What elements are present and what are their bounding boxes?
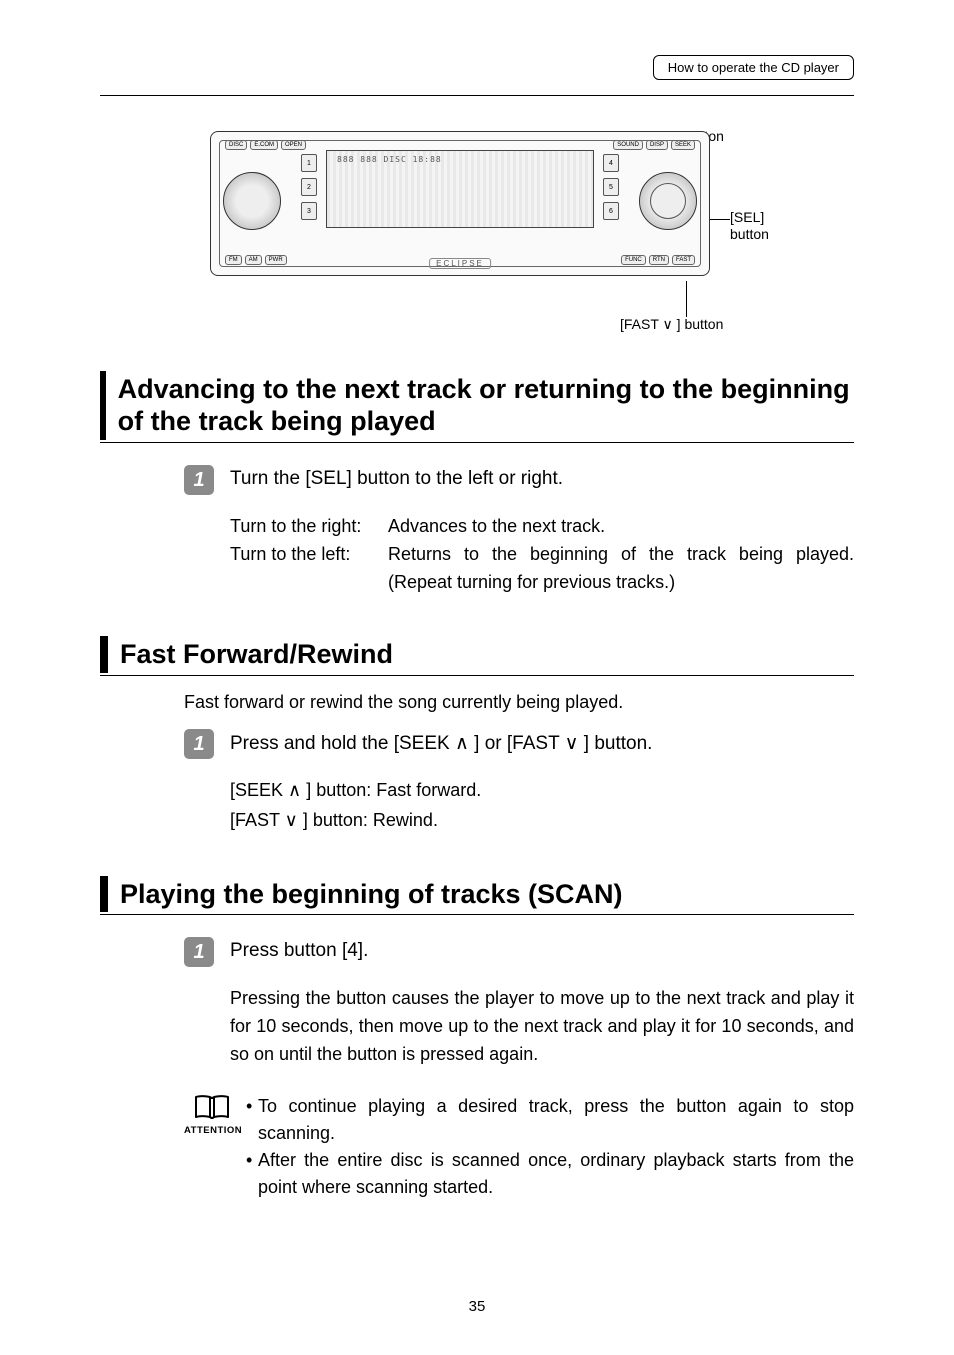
attention-block: ATTENTION • To continue playing a desire…: [184, 1093, 854, 1201]
pwr-button: PWR: [265, 255, 287, 265]
disc-button: DISC: [225, 140, 247, 150]
top-buttons-right: SOUND DISP SEEK: [613, 140, 695, 150]
scan-body-text: Pressing the button causes the player to…: [230, 985, 854, 1069]
turn-right-text: Advances to the next track.: [388, 513, 854, 541]
section-fast-forward: Fast Forward/Rewind Fast forward or rewi…: [100, 636, 854, 836]
book-icon: [192, 1093, 232, 1123]
device-faceplate: DISC E.COM OPEN SOUND DISP SEEK 1 2 3 88…: [210, 131, 710, 276]
rtn-button: RTN: [649, 255, 669, 265]
fast-description: [FAST ∨ ] button: Rewind.: [230, 805, 854, 836]
fast-button: FAST: [672, 255, 695, 265]
sound-button: SOUND: [613, 140, 643, 150]
page-number: 35: [0, 1298, 954, 1315]
section-title: Playing the beginning of tracks (SCAN): [120, 876, 623, 912]
bottom-buttons-left: FM AM PWR: [225, 255, 287, 265]
preset-4: 4: [603, 154, 619, 172]
preset-5: 5: [603, 178, 619, 196]
section-bar: [100, 876, 108, 912]
section-title: Fast Forward/Rewind: [120, 636, 393, 672]
attention-bullet-1: To continue playing a desired track, pre…: [258, 1093, 854, 1147]
step-number-badge: 1: [184, 729, 214, 759]
header-rule: [100, 95, 854, 96]
attention-label: ATTENTION: [184, 1125, 240, 1136]
section-title: Advancing to the next track or returning…: [118, 371, 854, 440]
turn-left-text: Returns to the beginning of the track be…: [388, 541, 854, 597]
section-intro: Fast forward or rewind the song currentl…: [184, 692, 854, 713]
seek-description: [SEEK ∧ ] button: Fast forward.: [230, 775, 854, 806]
bullet-dot: •: [246, 1093, 258, 1147]
turn-right-label: Turn to the right:: [230, 513, 380, 541]
sel-knob: [639, 172, 697, 230]
fm-button: FM: [225, 255, 242, 265]
ecom-button: E.COM: [250, 140, 278, 150]
diagram-label-fast: [FAST ∨ ] button: [620, 316, 723, 333]
lcd-display: 888 888 DISC 18:88: [326, 150, 594, 228]
open-button: OPEN: [281, 140, 306, 150]
header-breadcrumb: How to operate the CD player: [653, 55, 854, 80]
top-buttons-left: DISC E.COM OPEN: [225, 140, 306, 150]
preset-2: 2: [301, 178, 317, 196]
bullet-dot: •: [246, 1147, 258, 1201]
section-bar: [100, 371, 106, 440]
func-button: FUNC: [621, 255, 646, 265]
brand-badge: ECLIPSE: [429, 258, 491, 269]
section-scan: Playing the beginning of tracks (SCAN) 1…: [100, 876, 854, 1201]
preset-buttons-right: 4 5 6: [603, 154, 619, 226]
step-instruction: Press and hold the [SEEK ∧ ] or [FAST ∨ …: [230, 729, 652, 755]
section-advance-track: Advancing to the next track or returning…: [100, 371, 854, 596]
device-diagram: Button [4] [SEEK ∧ ] button DISC E.COM O…: [210, 131, 800, 276]
preset-1: 1: [301, 154, 317, 172]
turn-left-label: Turn to the left:: [230, 541, 380, 597]
step-instruction: Turn the [SEL] button to the left or rig…: [230, 465, 563, 490]
diagram-label-sel: [SEL] button: [730, 209, 769, 243]
section-bar: [100, 636, 108, 672]
disp-button: DISP: [646, 140, 668, 150]
step-number-badge: 1: [184, 937, 214, 967]
step-instruction: Press button [4].: [230, 937, 368, 962]
step-number-badge: 1: [184, 465, 214, 495]
preset-3: 3: [301, 202, 317, 220]
seek-button: SEEK: [671, 140, 695, 150]
preset-buttons-left: 1 2 3: [301, 154, 317, 226]
volume-knob: [223, 172, 281, 230]
bottom-buttons-right: FUNC RTN FAST: [621, 255, 695, 265]
callout-line: [686, 281, 687, 317]
preset-6: 6: [603, 202, 619, 220]
attention-bullet-2: After the entire disc is scanned once, o…: [258, 1147, 854, 1201]
am-button: AM: [245, 255, 262, 265]
lcd-text: 888 888 DISC 18:88: [337, 155, 442, 164]
